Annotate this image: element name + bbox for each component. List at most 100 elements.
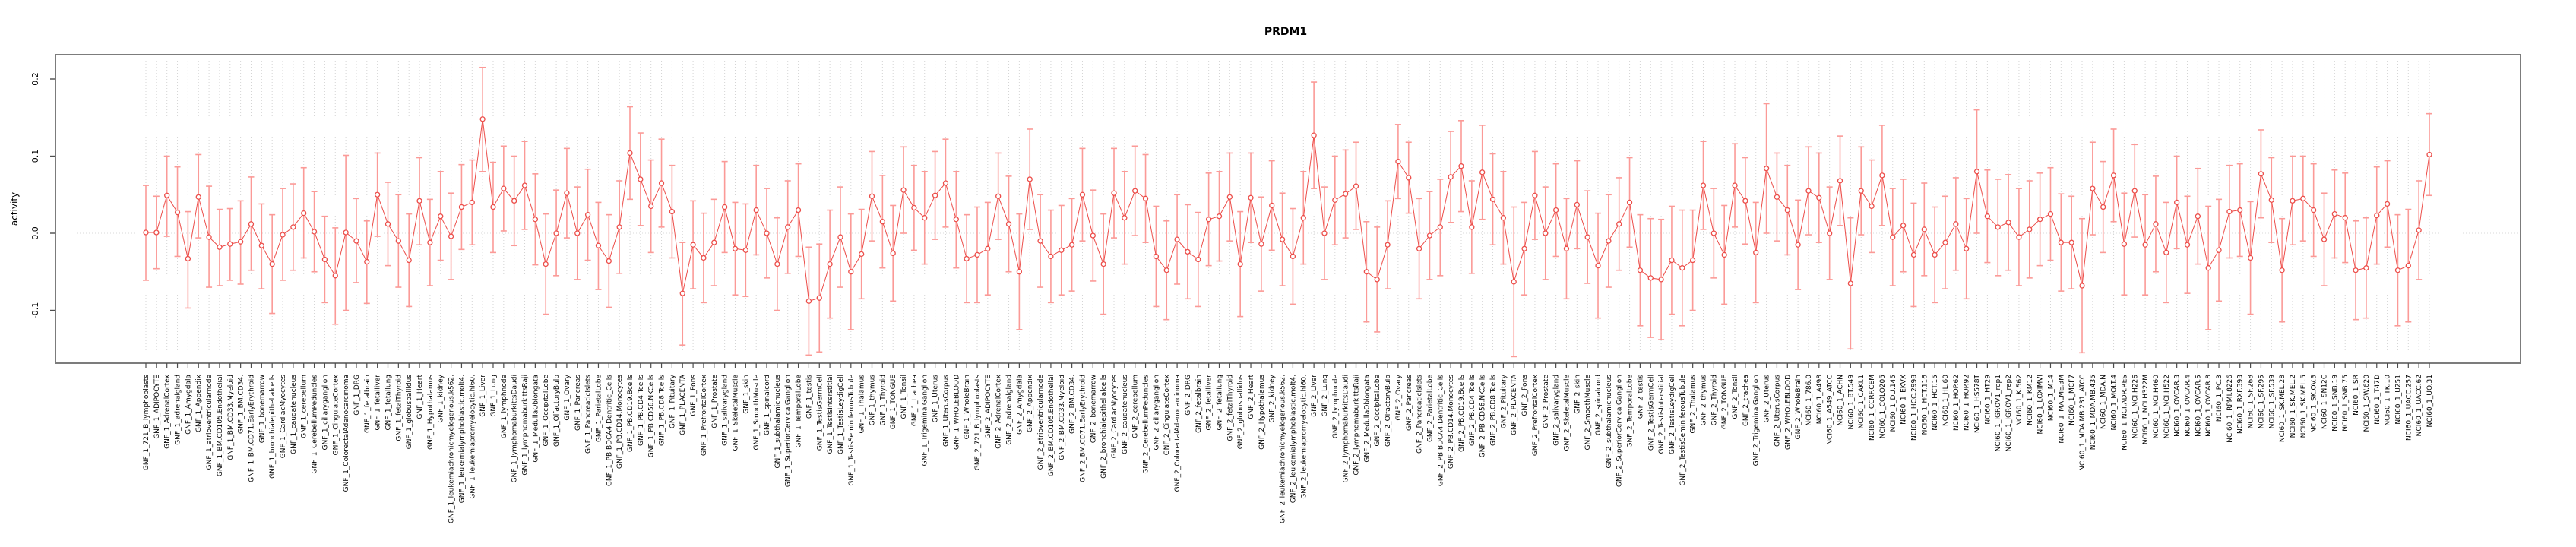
- x-tick-label: NCI60_1_SK.OV.3: [2311, 375, 2318, 433]
- data-point: [1122, 215, 1128, 221]
- data-point: [1890, 234, 1896, 240]
- x-tick-label: GNF_1_TrigeminalGanglion: [922, 375, 929, 466]
- x-tick-label: NCI60_1_HOP.92: [1964, 375, 1971, 431]
- data-point: [2321, 236, 2328, 242]
- data-point: [2131, 188, 2138, 194]
- data-point: [1469, 224, 1475, 230]
- x-tick-label: GNF_1_PB.CD19.Bcells: [627, 375, 635, 452]
- x-tick-label: GNF_1_SuperiorCervicalGanglion: [785, 375, 793, 487]
- x-tick-label: NCI60_1_786.0: [1805, 375, 1813, 426]
- data-point: [985, 245, 991, 251]
- data-point: [1953, 221, 1959, 227]
- data-point: [2426, 151, 2432, 158]
- data-point: [185, 255, 191, 262]
- data-point: [2047, 210, 2054, 217]
- data-point: [1584, 234, 1590, 240]
- data-point: [2100, 204, 2106, 210]
- x-tick-label: GNF_1_OccipitalLobe: [543, 375, 550, 447]
- x-tick-label: NCI60_1_SF.268: [2248, 375, 2255, 429]
- data-point: [584, 211, 591, 218]
- data-point: [2027, 226, 2033, 232]
- x-tick-label: GNF_1_salivarygland: [722, 375, 729, 446]
- x-tick-label: NCI60_1_UACC.62: [2416, 375, 2423, 436]
- chart-title: PRDM1: [1264, 26, 1307, 38]
- data-point: [1068, 242, 1075, 248]
- data-point: [553, 230, 559, 236]
- x-tick-label: NCI60_1_KM12: [2027, 375, 2034, 425]
- x-tick-label: GNF_2_cerebellum: [1132, 375, 1140, 438]
- data-point: [1521, 245, 1527, 251]
- data-point: [1910, 251, 1917, 258]
- x-tick-label: NCI60_1_LOXIMVI: [2037, 375, 2045, 434]
- x-tick-label: GNF_1_subthalamicnucleus: [774, 375, 782, 469]
- x-tick-label: NCI60_1_MCF7: [2068, 375, 2076, 425]
- data-point: [2058, 239, 2064, 245]
- x-tick-label: NCI60_1_EKVX: [1900, 375, 1908, 425]
- data-point: [1647, 275, 1654, 281]
- data-point: [1606, 238, 1612, 244]
- x-tick-label: GNF_2_atrioventricularnode: [1037, 375, 1045, 470]
- x-tick-label: GNF_2_Pancreas: [1406, 375, 1413, 431]
- x-tick-label: GNF_2_Thalamus: [1690, 375, 1698, 434]
- data-point: [627, 150, 633, 157]
- x-tick-label: NCI60_1_A498: [1816, 375, 1824, 424]
- x-tick-label: NCI60_1_SNB.19: [2331, 375, 2339, 432]
- data-point: [879, 219, 886, 225]
- data-point: [1174, 236, 1180, 242]
- x-tick-label: GNF_1_bonemarrow: [258, 375, 266, 443]
- data-point: [690, 242, 696, 248]
- data-point: [1079, 191, 1086, 198]
- data-point: [942, 180, 949, 186]
- x-tick-label: GNF_2_skin: [1574, 375, 1581, 414]
- data-point: [2036, 217, 2043, 223]
- x-tick-label: GNF_1_Thalamus: [859, 375, 866, 434]
- data-point: [1742, 198, 1748, 204]
- data-point: [1552, 207, 1559, 213]
- data-point: [932, 192, 938, 198]
- data-point: [1973, 169, 1980, 175]
- data-point: [1205, 217, 1212, 223]
- x-tick-label: GNF_1_globuspallidus: [406, 375, 413, 450]
- x-tick-label: GNF_1_PB.CD14.Monocytes: [616, 375, 624, 469]
- x-tick-label: GNF_1_leukemiachronicmyelogenous.k562.: [448, 375, 456, 523]
- data-point: [1816, 194, 1822, 201]
- data-point: [848, 269, 854, 275]
- data-point: [1879, 172, 1885, 179]
- data-point: [1448, 174, 1454, 180]
- x-tick-label: GNF_2_subthalamicnucleus: [1606, 375, 1613, 469]
- x-tick-label: NCI60_1_NCI.H522: [2163, 375, 2171, 438]
- data-point: [900, 187, 907, 193]
- data-point: [1090, 232, 1096, 239]
- x-tick-label: NCI60_1_DU.145: [1890, 375, 1897, 432]
- x-tick-label: NCI60_1_PC.3: [2216, 375, 2223, 422]
- x-tick-label: GNF_1_TONGUE: [890, 375, 897, 429]
- y-axis-title: activity: [9, 192, 20, 226]
- x-tick-label: GNF_2_fetallung: [1216, 375, 1223, 430]
- x-tick-label: GNF_2_TONGUE: [1721, 375, 1729, 429]
- x-tick-label: GNF_2_lymphomaburkittsRaji: [1353, 375, 1361, 476]
- data-point: [2110, 172, 2117, 179]
- x-tick-label: GNF_2_testis: [1637, 375, 1644, 419]
- data-point: [1195, 256, 1201, 263]
- data-point: [174, 209, 181, 216]
- x-tick-label: GNF_1_UterusCorpus: [942, 375, 950, 447]
- data-point: [911, 204, 917, 211]
- x-tick-label: NCI60_1_SK.MEL.28: [2279, 375, 2286, 442]
- x-tick-label: GNF_1_ADIPOCYTE: [153, 375, 161, 439]
- x-tick-label: GNF_2_leukemiapromyelocytic.hl60.: [1300, 375, 1308, 499]
- data-point: [269, 261, 275, 267]
- data-point: [1921, 226, 1927, 232]
- x-tick-label: GNF_2_ParietalLobe: [1426, 375, 1434, 443]
- x-tick-label: GNF_1_skin: [742, 375, 750, 414]
- x-tick-label: GNF_1_Uterus: [932, 375, 940, 423]
- data-point: [1543, 230, 1549, 236]
- data-point: [458, 204, 465, 210]
- x-tick-label: GNF_2_WholeBrain: [1795, 375, 1802, 439]
- x-tick-label: GNF_1_Hypothalamus: [427, 375, 435, 450]
- x-tick-label: NCI60_1_T47D: [2374, 375, 2381, 425]
- x-tick-label: GNF_1_bronchialepithelialcells: [269, 375, 277, 479]
- data-point: [1300, 215, 1306, 221]
- x-tick-label: GNF_1_SmoothMuscle: [753, 375, 761, 451]
- data-point: [385, 221, 391, 227]
- data-point: [816, 295, 822, 301]
